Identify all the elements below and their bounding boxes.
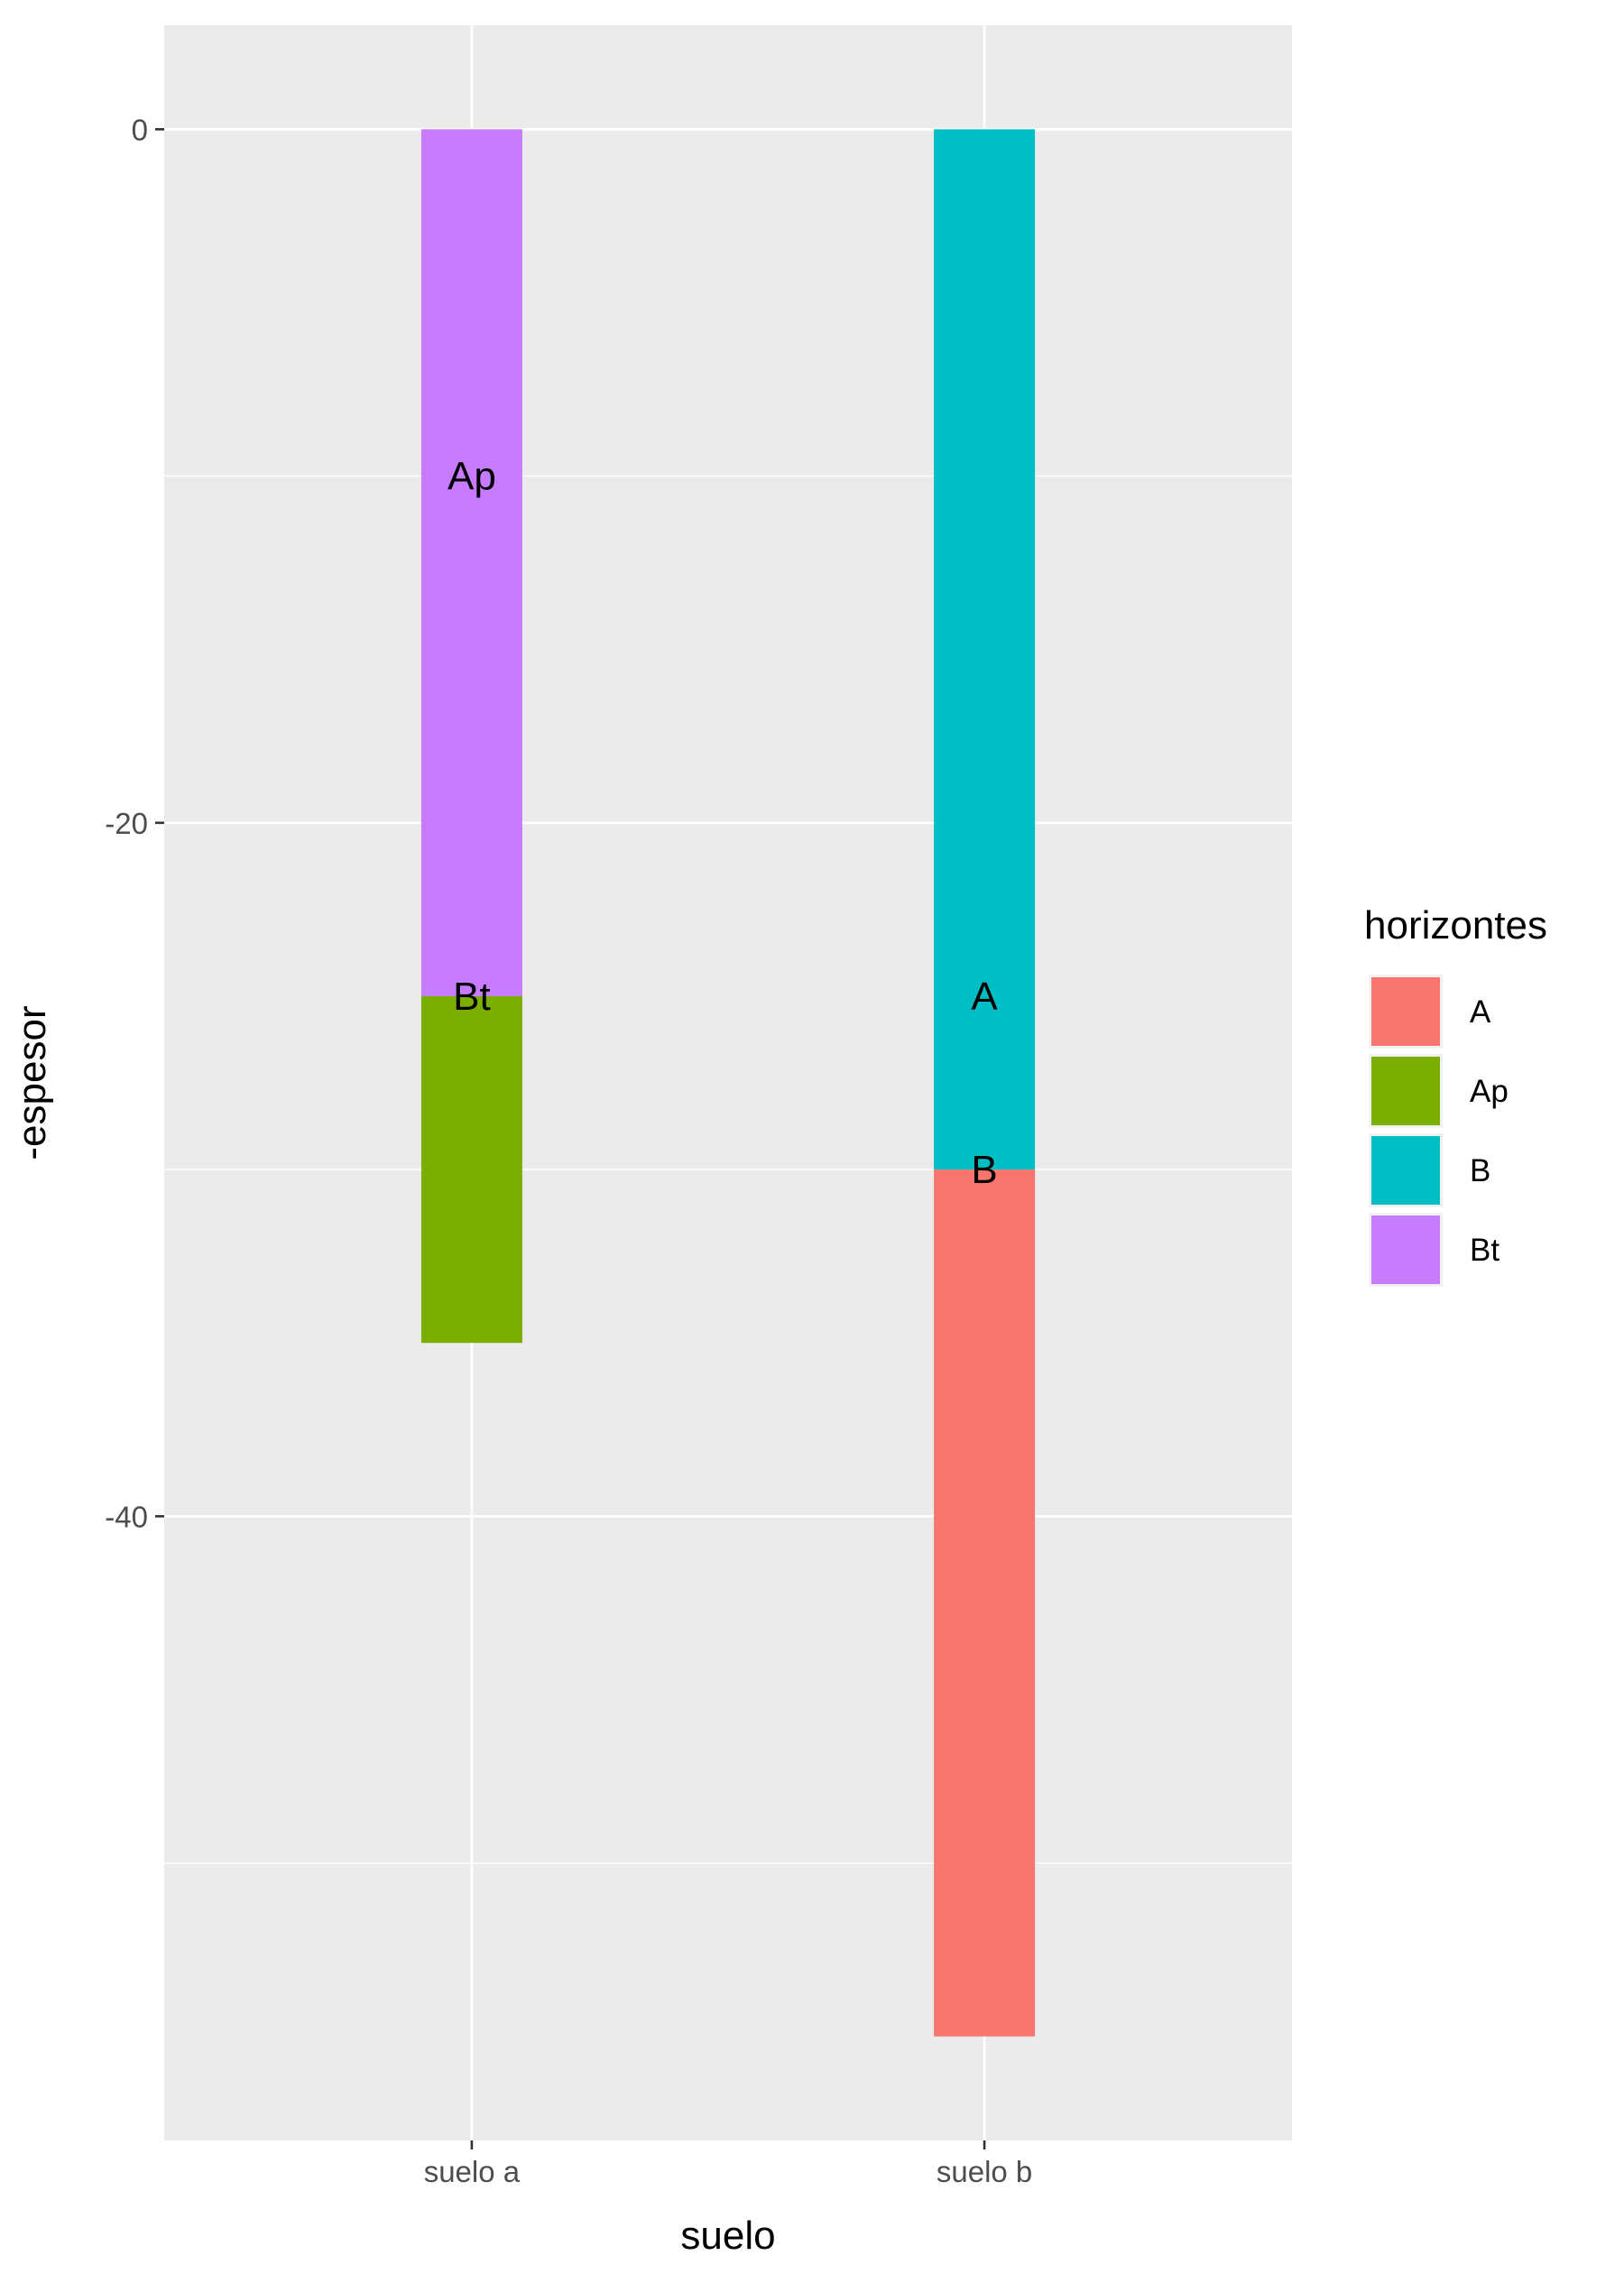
legend-swatch-b [1371,1136,1440,1205]
bar-segments [420,129,1036,2037]
legend-label-b: B [1470,1153,1490,1188]
bar-label-suelo-b-b: B [971,1148,997,1192]
legend-items: A Ap B Bt [1369,975,1509,1287]
legend-swatch-bt [1371,1216,1440,1284]
legend-swatch-a [1371,977,1440,1046]
bar-segment-suelo-b-a [934,1169,1036,2037]
bar-label-suelo-a-bt: Bt [453,975,491,1019]
legend-swatch-ap [1371,1057,1440,1125]
legend-label-a: A [1470,994,1491,1030]
bar-segment-suelo-b-b [934,129,1036,1170]
bar-label-suelo-b-a: A [971,975,998,1019]
x-axis-title: suelo [680,2214,775,2258]
minor-gridlines [164,475,1292,1864]
legend: horizontes A Ap B Bt [1364,903,1547,1287]
legend-label-ap: Ap [1470,1074,1509,1109]
bar-labels: Ap Bt A B [448,455,998,1193]
plot-panel [164,25,1292,2140]
y-tick-label: -20 [105,807,148,840]
bar-label-suelo-a-ap: Ap [448,455,496,499]
x-tick-label-suelo-b: suelo b [937,2155,1032,2188]
legend-title: horizontes [1364,903,1547,948]
x-tick-label-suelo-a: suelo a [424,2155,521,2188]
y-axis: 0 -20 -40 [105,113,164,1533]
bar-segment-suelo-a-bt [420,129,522,996]
x-axis: suelo a suelo b [424,2140,1032,2188]
y-tick-label: -40 [105,1500,148,1533]
legend-label-bt: Bt [1470,1233,1499,1268]
y-tick-label: 0 [132,113,148,146]
y-axis-title: -espesor [10,1005,54,1160]
bar-segment-suelo-a-ap [420,995,522,1344]
